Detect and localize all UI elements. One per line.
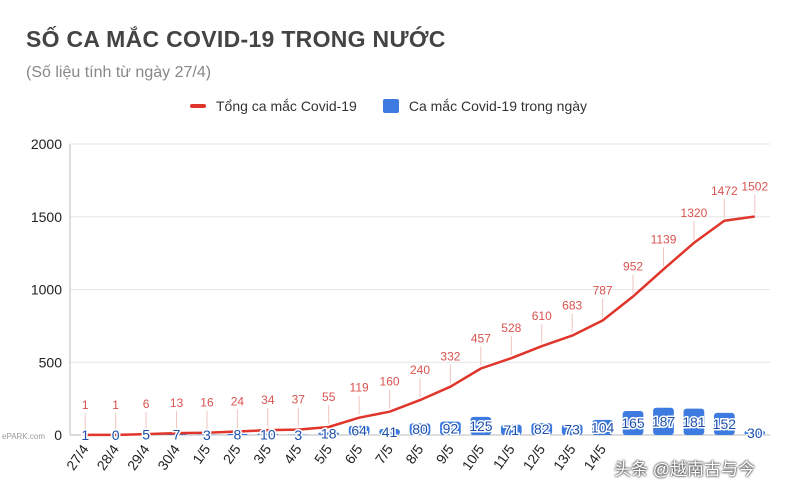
bar-daily-18 (622, 410, 644, 435)
label-daily-12: 92 (443, 420, 459, 436)
y-tick-label-0: 0 (54, 427, 62, 443)
x-tick-label-3: 30/4 (154, 441, 183, 473)
label-total-9: 119 (350, 381, 369, 395)
chart-title: SỐ CA MẮC COVID-19 TRONG NƯỚC (26, 26, 446, 52)
label-total-19: 1139 (651, 232, 677, 246)
label-daily-15: 82 (534, 421, 550, 437)
label-daily-18: 165 (621, 415, 645, 431)
label-daily-19: 187 (652, 413, 676, 429)
x-tick-label-6: 3/5 (250, 441, 274, 466)
legend-label-total: Tổng ca mắc Covid-19 (216, 98, 357, 114)
x-tick-label-13: 10/5 (459, 441, 488, 473)
label-total-2: 6 (143, 397, 150, 411)
label-daily-21: 152 (713, 416, 737, 432)
bar-daily-5 (227, 433, 248, 435)
label-daily-16: 73 (564, 422, 580, 438)
label-daily-22: 30 (747, 425, 763, 441)
label-total-20: 1320 (681, 206, 708, 220)
label-daily-13: 125 (469, 418, 493, 434)
label-daily-3: 7 (173, 426, 181, 442)
x-tick-label-9: 6/5 (341, 441, 365, 466)
x-tick-label-5: 2/5 (220, 441, 244, 466)
x-tick-label-4: 1/5 (189, 441, 213, 466)
label-total-22: 1502 (741, 179, 768, 193)
x-tick-label-15: 12/5 (519, 441, 548, 473)
label-daily-7: 3 (294, 427, 302, 443)
label-total-0: 1 (82, 398, 89, 412)
bar-daily-10 (379, 429, 400, 435)
bar-daily-19 (653, 407, 674, 435)
y-tick-label-3: 1500 (31, 209, 62, 225)
x-tick-label-2: 29/4 (124, 441, 153, 473)
label-total-15: 610 (532, 309, 552, 323)
y-tick-label-4: 2000 (31, 136, 62, 152)
label-daily-11: 80 (412, 421, 428, 437)
bar-daily-8 (318, 432, 340, 435)
x-tick-label-14: 11/5 (490, 441, 518, 472)
label-total-14: 528 (501, 321, 521, 335)
label-daily-5: 8 (233, 426, 241, 442)
label-daily-20: 181 (682, 414, 706, 430)
bar-daily-22 (744, 430, 766, 435)
label-total-3: 13 (170, 396, 184, 410)
bar-daily-11 (409, 423, 431, 435)
legend-label-daily: Ca mắc Covid-19 trong ngày (408, 98, 588, 114)
legend-item-daily: Ca mắc Covid-19 trong ngày (382, 98, 588, 114)
label-daily-8: 18 (321, 426, 337, 442)
line-total (85, 215, 755, 437)
label-daily-1: 0 (112, 427, 120, 443)
label-daily-0: 1 (81, 427, 89, 443)
bar-daily-15 (531, 423, 553, 435)
x-tick-label-16: 13/5 (550, 441, 579, 473)
label-total-10: 160 (380, 375, 400, 389)
x-tick-label-12: 9/5 (433, 441, 457, 466)
legend-swatch-bar (382, 99, 399, 113)
y-tick-label-2: 1000 (31, 282, 62, 298)
x-tick-label-17: 14/5 (580, 441, 609, 473)
x-tick-label-0: 27/4 (63, 441, 92, 473)
label-daily-2: 5 (142, 427, 150, 443)
label-daily-4: 3 (203, 427, 211, 443)
bar-daily-13 (470, 416, 492, 435)
x-tick-label-10: 7/5 (372, 441, 396, 466)
bar-daily-17 (592, 419, 613, 435)
label-total-4: 16 (200, 396, 214, 410)
label-total-7: 37 (292, 393, 306, 407)
label-daily-14: 71 (504, 422, 520, 438)
chart-subtitle: (Số liệu tính từ ngày 27/4) (26, 64, 212, 81)
y-tick-label-1: 500 (39, 354, 63, 370)
label-total-11: 240 (410, 363, 430, 377)
label-daily-10: 41 (382, 424, 398, 440)
x-tick-label-11: 8/5 (402, 441, 426, 466)
bar-daily-16 (561, 424, 583, 435)
label-total-5: 24 (231, 395, 245, 409)
legend-swatch-line (190, 104, 206, 108)
label-total-18: 952 (623, 259, 643, 273)
label-total-6: 34 (261, 393, 275, 407)
label-total-17: 787 (593, 283, 613, 297)
label-total-21: 1472 (711, 184, 738, 198)
bar-daily-20 (683, 408, 705, 435)
x-tick-label-8: 5/5 (311, 441, 335, 466)
watermark-text: 头条 @越南古与今 (614, 460, 755, 479)
bar-daily-12 (440, 421, 461, 435)
bar-daily-6 (257, 433, 279, 435)
legend: Tổng ca mắc Covid-19 Ca mắc Covid-19 tro… (190, 98, 613, 114)
x-tick-label-7: 4/5 (280, 441, 304, 466)
label-daily-9: 64 (351, 422, 367, 438)
legend-item-total: Tổng ca mắc Covid-19 (190, 98, 357, 114)
label-total-1: 1 (112, 398, 119, 412)
corner-watermark: ePARK.com (2, 432, 45, 441)
label-total-16: 683 (562, 299, 582, 313)
label-total-12: 332 (440, 350, 460, 364)
label-total-8: 55 (322, 390, 336, 404)
label-daily-17: 104 (591, 419, 615, 435)
bar-daily-21 (714, 412, 735, 435)
bar-daily-14 (500, 424, 522, 435)
x-tick-label-1: 28/4 (93, 441, 122, 473)
bar-daily-9 (348, 425, 370, 435)
label-total-13: 457 (471, 332, 491, 346)
label-daily-6: 10 (260, 426, 276, 442)
